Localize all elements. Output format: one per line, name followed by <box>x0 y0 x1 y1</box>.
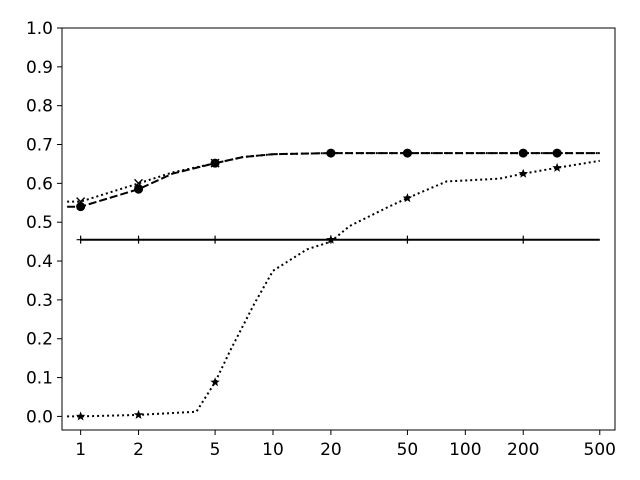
series-1-point <box>134 235 143 244</box>
series-4-point <box>210 377 220 387</box>
series-1-point <box>76 235 85 244</box>
y-tick-label: 0.1 <box>26 369 53 389</box>
y-tick-label: 0.2 <box>26 330 53 350</box>
x-tick-label: 5 <box>210 440 221 460</box>
series-1-point <box>519 235 528 244</box>
y-tick-label: 0.5 <box>26 213 53 233</box>
series-1-point <box>211 235 220 244</box>
y-tick-label: 0.8 <box>26 97 53 117</box>
series-3-point <box>76 197 86 207</box>
series-2-point <box>134 184 144 194</box>
y-tick-label: 1.0 <box>26 19 53 39</box>
x-tick-label: 500 <box>584 440 616 460</box>
x-tick-label: 20 <box>320 440 342 460</box>
series-3-point <box>210 158 220 168</box>
x-tick-label: 100 <box>449 440 481 460</box>
series-4-point <box>402 193 413 203</box>
y-tick-label: 0.7 <box>26 136 53 156</box>
series-2-point <box>518 148 528 158</box>
y-tick-label: 0.0 <box>26 407 53 427</box>
series-4-point <box>552 162 562 172</box>
series-4-point <box>518 168 528 178</box>
y-tick-label: 0.3 <box>26 291 53 311</box>
x-tick-label: 200 <box>507 440 539 460</box>
series-1 <box>76 235 600 244</box>
x-tick-label: 10 <box>262 440 284 460</box>
axis-ticks: 0.0 0.1 0.2 0.3 0.4 0.5 0.6 0.7 0.8 0.9 1.0 1 2 5 10 20… <box>26 19 616 460</box>
series-4-point <box>326 234 336 244</box>
series-4 <box>67 159 600 421</box>
x-tick-label: 1 <box>75 440 86 460</box>
y-tick-label: 0.6 <box>26 174 53 194</box>
series-4-point <box>133 409 144 419</box>
series-2-point <box>76 202 86 212</box>
x-tick-label: 2 <box>133 440 144 460</box>
series-3-point <box>134 178 144 188</box>
series-3 <box>67 152 600 207</box>
series-1-point <box>403 235 412 244</box>
plot-area <box>61 27 616 431</box>
series-4-point <box>75 411 86 421</box>
series-layer <box>67 148 600 421</box>
y-tick-label: 0.4 <box>26 252 53 272</box>
y-tick-label: 0.9 <box>26 58 53 78</box>
x-tick-label: 50 <box>397 440 419 460</box>
